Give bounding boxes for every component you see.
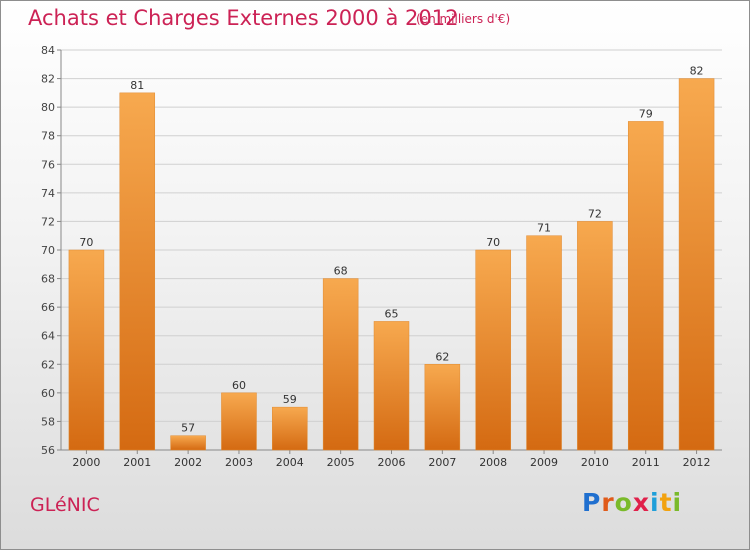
bar-value-label: 60: [232, 379, 246, 392]
y-tick-label: 60: [41, 387, 55, 400]
brand-letter: x: [632, 488, 650, 517]
place-name: GLéNIC: [30, 494, 100, 516]
bar: [68, 249, 105, 451]
x-tick-label: 2008: [479, 456, 507, 469]
y-tick-label: 84: [41, 44, 55, 57]
x-tick-label: 2011: [632, 456, 660, 469]
x-tick-label: 2003: [225, 456, 253, 469]
bar-value-label: 57: [181, 422, 195, 435]
bar-value-label: 82: [690, 65, 704, 78]
chart-unit: (en milliers d'€): [416, 12, 511, 26]
bar-value-label: 81: [130, 79, 144, 92]
x-tick-label: 2010: [581, 456, 609, 469]
x-tick-label: 2000: [72, 456, 100, 469]
x-tick-label: 2001: [123, 456, 151, 469]
y-tick-label: 72: [41, 215, 55, 228]
bar: [272, 406, 308, 451]
x-tick-label: 2004: [276, 456, 304, 469]
brand-letter: i: [672, 488, 683, 517]
x-tick-label: 2002: [174, 456, 202, 469]
bar-value-label: 79: [639, 107, 653, 120]
x-tick-label: 2007: [428, 456, 456, 469]
bar: [577, 221, 613, 451]
bar: [221, 392, 257, 451]
brand-letter: o: [614, 488, 633, 517]
bar: [526, 235, 562, 451]
bar-value-label: 72: [588, 207, 602, 220]
y-tick-label: 68: [41, 273, 55, 286]
y-tick-label: 78: [41, 130, 55, 143]
x-tick-label: 2012: [683, 456, 711, 469]
bar: [322, 278, 359, 451]
y-tick-label: 74: [41, 187, 55, 200]
y-tick-label: 76: [41, 158, 55, 171]
brand-letter: i: [650, 488, 660, 517]
bar-value-label: 65: [385, 307, 399, 320]
bar: [170, 435, 206, 451]
y-tick-label: 62: [41, 358, 55, 371]
labels: 56 58 60 62 64 66 68 70 72 74 76 78 80 82 84 70 2000 81 20…: [41, 44, 711, 469]
y-tick-label: 82: [41, 73, 55, 86]
brand-letter: P: [582, 488, 602, 517]
y-tick-label: 58: [41, 415, 55, 428]
bar: [475, 249, 511, 451]
brand-logo: Proxiti: [582, 488, 682, 517]
bar-value-label: 71: [537, 222, 551, 235]
x-tick-label: 2005: [327, 456, 355, 469]
bar-value-label: 68: [334, 265, 348, 278]
y-tick-label: 70: [41, 244, 55, 257]
y-tick-label: 80: [41, 101, 55, 114]
bar: [678, 78, 715, 451]
x-tick-label: 2006: [378, 456, 406, 469]
brand-letter: t: [659, 488, 673, 517]
bar: [373, 321, 410, 451]
bar-value-label: 62: [435, 350, 449, 363]
bars: [68, 78, 715, 451]
x-tick-label: 2009: [530, 456, 558, 469]
bar-value-label: 59: [283, 393, 297, 406]
bar-value-label: 70: [79, 236, 93, 249]
bar: [627, 121, 664, 451]
chart-title: Achats et Charges Externes 2000 à 2012: [28, 6, 459, 30]
brand-letter: r: [601, 488, 615, 517]
y-tick-label: 64: [41, 330, 55, 343]
bar: [424, 364, 461, 451]
bar: [119, 92, 156, 451]
y-tick-label: 56: [41, 444, 55, 457]
bar-value-label: 70: [486, 236, 500, 249]
y-tick-label: 66: [41, 301, 55, 314]
